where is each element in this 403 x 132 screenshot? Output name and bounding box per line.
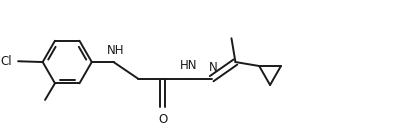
Text: NH: NH — [107, 44, 124, 57]
Text: HN: HN — [181, 59, 198, 72]
Text: N: N — [209, 60, 218, 74]
Text: O: O — [158, 113, 167, 126]
Text: Cl: Cl — [0, 55, 12, 68]
